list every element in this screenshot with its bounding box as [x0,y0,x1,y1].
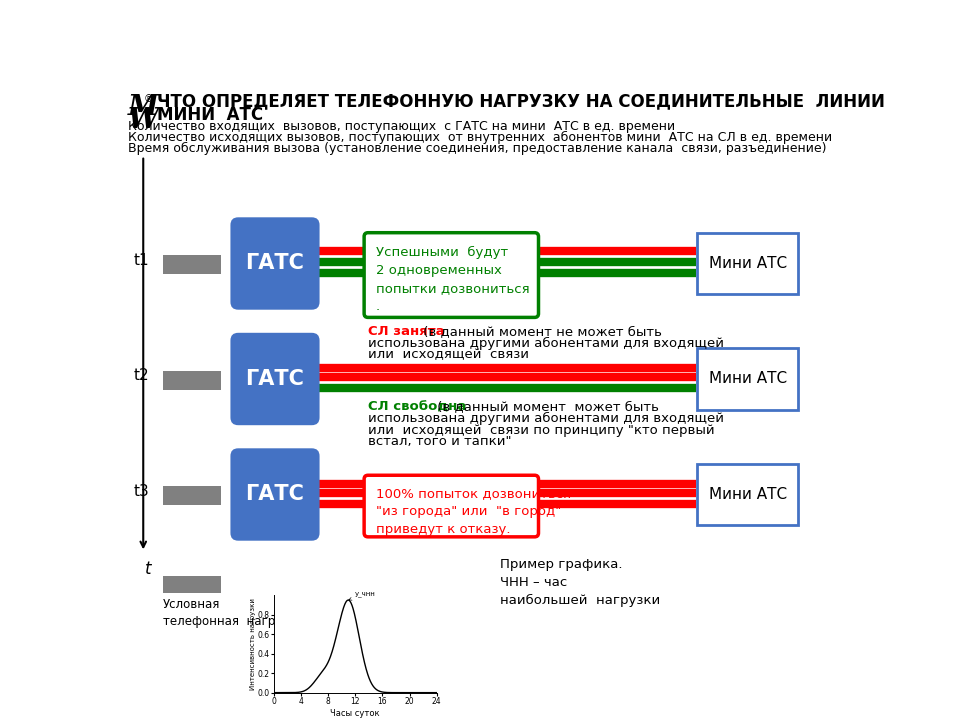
Text: 100% попыток дозвониться
"из города" или  "в город"
приведут к отказу.: 100% попыток дозвониться "из города" или… [375,487,571,536]
Text: t1: t1 [134,253,150,268]
Text: использована другими абонентами для входящей: использована другими абонентами для вход… [368,412,724,426]
Text: ®: ® [143,94,153,104]
Text: СЛ свободна: СЛ свободна [368,400,467,413]
FancyBboxPatch shape [162,255,221,274]
Text: t3: t3 [134,484,150,499]
Text: Мини АТС: Мини АТС [708,256,787,271]
Text: W: W [128,107,158,134]
Bar [697,464,798,526]
Text: Количество входящих  вызовов, поступающих  с ГАТС на мини  АТС в ед. времени: Количество входящих вызовов, поступающих… [128,120,675,133]
Text: или  исходящей  связи: или исходящей связи [368,348,529,361]
Text: ЧТО ОПРЕДЕЛЯЕТ ТЕЛЕФОННУЮ НАГРУЗКУ НА СОЕДИНИТЕЛЬНЫЕ  ЛИНИИ: ЧТО ОПРЕДЕЛЯЕТ ТЕЛЕФОННУЮ НАГРУЗКУ НА СО… [157,93,885,111]
Text: t: t [145,560,152,578]
Text: встал, того и тапки": встал, того и тапки" [368,435,512,449]
FancyBboxPatch shape [230,449,320,541]
Text: Время обслуживания вызова (установление соединения, предоставление канала  связи: Время обслуживания вызова (установление … [128,142,827,155]
Text: ГАТС: ГАТС [246,369,304,389]
Bar [697,233,798,294]
FancyBboxPatch shape [230,333,320,426]
FancyBboxPatch shape [230,217,320,310]
Text: (в данный момент  может быть: (в данный момент может быть [433,400,659,413]
Text: МИНИ  АТС: МИНИ АТС [157,106,263,124]
Text: Условная
телефонная  нагрузка: Условная телефонная нагрузка [162,598,302,629]
Text: Мини АТС: Мини АТС [708,487,787,502]
Text: M: M [128,94,158,121]
FancyBboxPatch shape [364,233,539,318]
Text: t2: t2 [134,369,150,384]
FancyBboxPatch shape [364,475,539,537]
Bar [697,348,798,410]
Text: Мини АТС: Мини АТС [708,372,787,387]
Text: СЛ занята: СЛ занята [368,325,444,338]
Text: Количество исходящих вызовов, поступающих  от внутренних  абонентов мини  АТС на: Количество исходящих вызовов, поступающи… [128,131,832,144]
Text: Пример графика.
ЧНН – час
наибольшей  нагрузки: Пример графика. ЧНН – час наибольшей наг… [500,557,660,607]
Text: Успешными  будут
2 одновременных
попытки дозвониться
.: Успешными будут 2 одновременных попытки … [375,246,529,313]
X-axis label: Часы суток: Часы суток [330,708,380,718]
FancyBboxPatch shape [162,486,221,505]
Text: ГАТС: ГАТС [246,485,304,505]
Text: ГАТС: ГАТС [246,253,304,274]
FancyBboxPatch shape [162,371,221,390]
Text: использована другими абонентами для входящей: использована другими абонентами для вход… [368,337,724,350]
Text: y_чнн: y_чнн [348,591,375,600]
FancyBboxPatch shape [162,576,221,593]
Text: или  исходящей  связи по принципу "кто первый: или исходящей связи по принципу "кто пер… [368,423,714,436]
Y-axis label: Интенсивность нагрузки: Интенсивность нагрузки [250,598,256,690]
Text: (в данный момент не может быть: (в данный момент не может быть [420,325,662,338]
